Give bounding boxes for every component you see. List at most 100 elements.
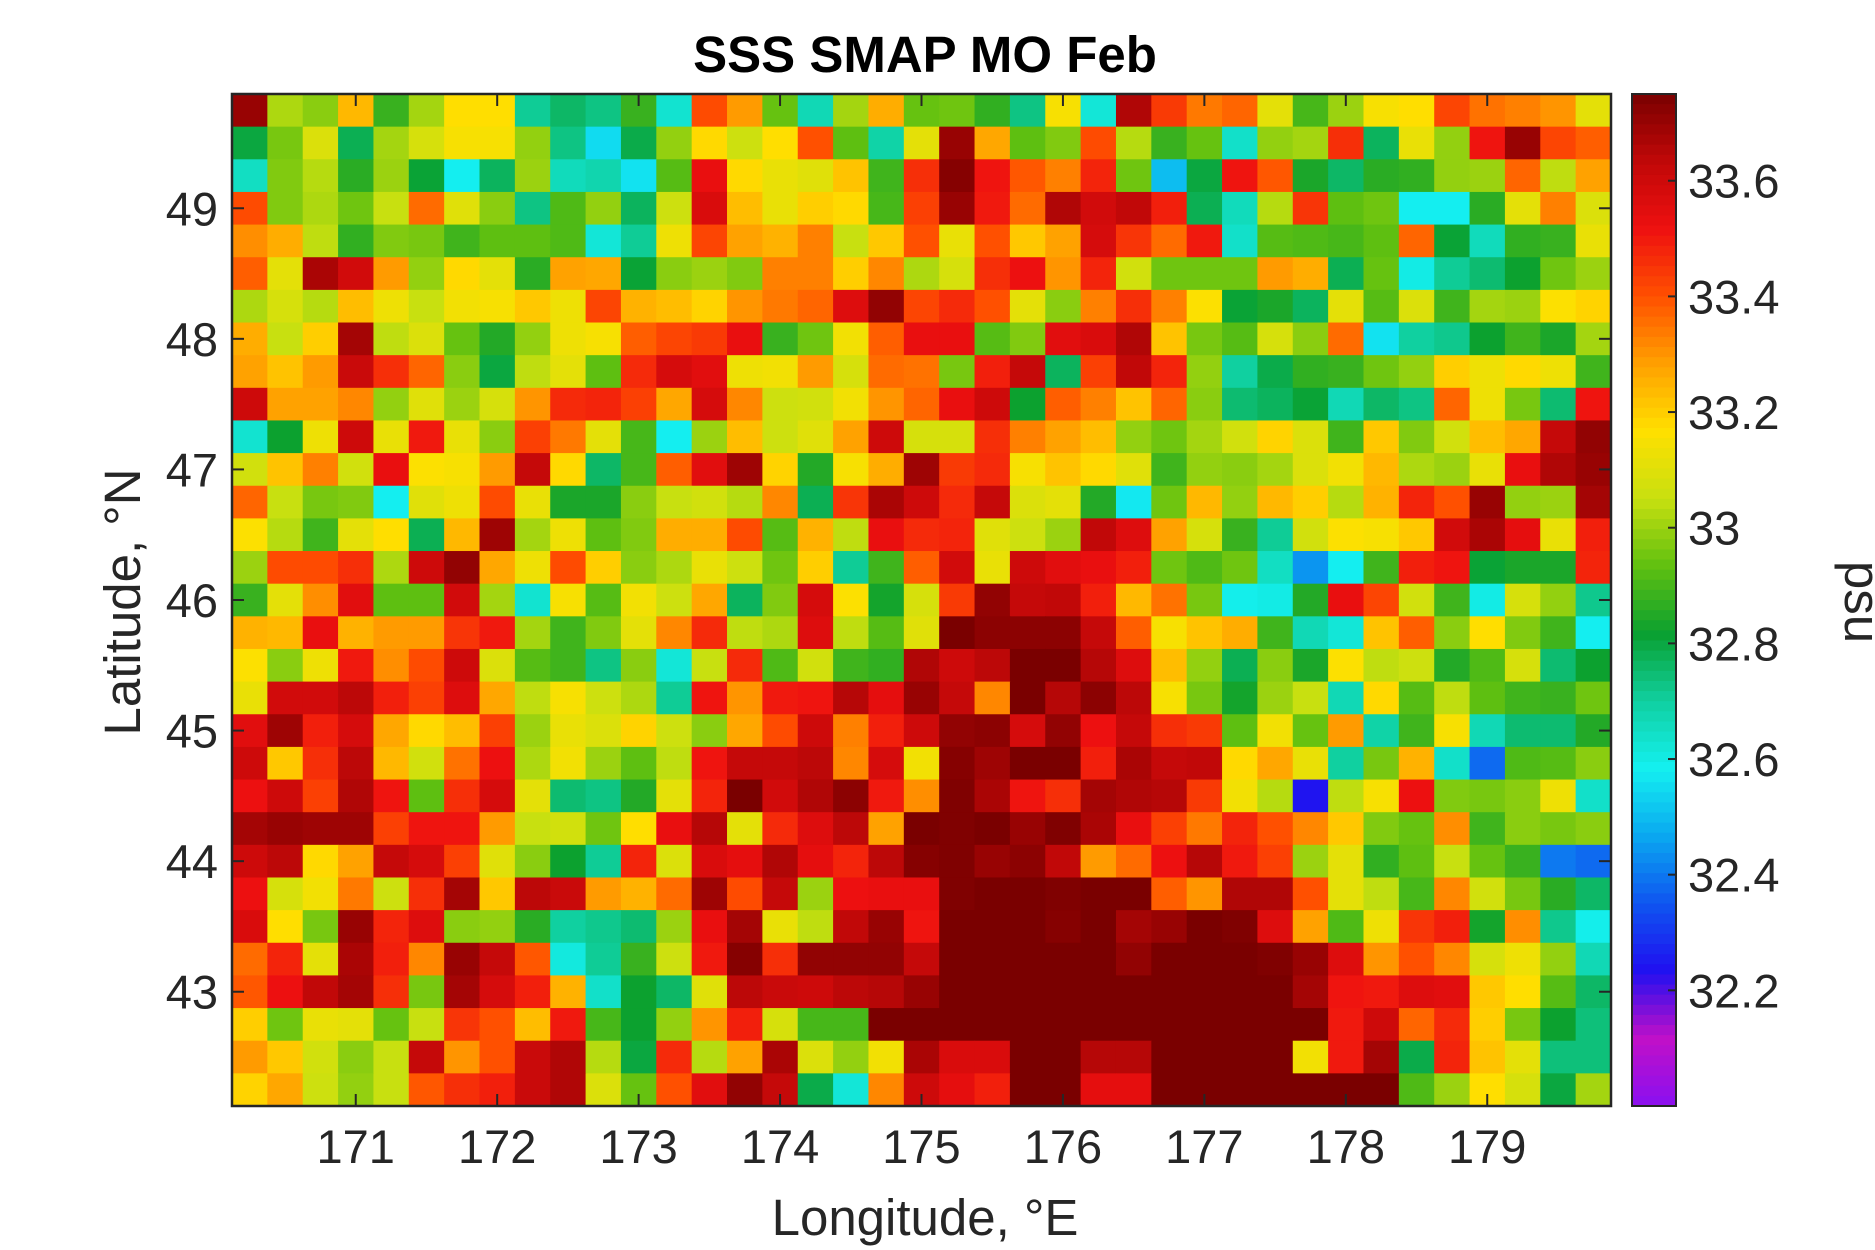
- heatmap-cell: [868, 387, 905, 422]
- heatmap-cell: [903, 714, 940, 748]
- heatmap-cell: [585, 681, 622, 715]
- heatmap-cell: [762, 126, 799, 160]
- heatmap-cell: [833, 126, 870, 160]
- colorbar-segment: [1632, 731, 1676, 743]
- colorbar-segment: [1632, 488, 1676, 500]
- heatmap-cell: [267, 224, 304, 258]
- heatmap-cell: [1080, 94, 1117, 128]
- colorbar-segment: [1632, 1055, 1676, 1067]
- x-tick-label: 174: [741, 1120, 819, 1173]
- heatmap-cell: [1115, 191, 1152, 226]
- heatmap-cell: [1504, 257, 1541, 291]
- heatmap-cell: [868, 453, 905, 487]
- heatmap-cell: [514, 485, 551, 519]
- heatmap-cell: [373, 975, 410, 1009]
- heatmap-cell: [408, 648, 445, 683]
- colorbar-segment: [1632, 529, 1676, 540]
- heatmap-cell: [373, 1040, 410, 1074]
- heatmap-cell: [939, 191, 976, 226]
- heatmap-cell: [585, 94, 622, 128]
- heatmap-cell: [1434, 551, 1471, 585]
- heatmap-cell: [1257, 812, 1294, 846]
- heatmap-cell: [1080, 518, 1117, 552]
- heatmap-cell: [1363, 779, 1400, 813]
- colorbar-segment: [1632, 751, 1676, 763]
- heatmap-cell: [1257, 746, 1294, 781]
- colorbar-segment: [1632, 468, 1676, 480]
- heatmap-cell: [479, 812, 516, 846]
- heatmap-cell: [1080, 485, 1117, 519]
- heatmap-cell: [1363, 975, 1400, 1009]
- heatmap-cell: [1151, 159, 1188, 193]
- heatmap-cell: [1434, 714, 1471, 748]
- heatmap-cell: [1151, 453, 1188, 487]
- heatmap-cell: [1186, 877, 1223, 911]
- heatmap-cell: [267, 126, 304, 160]
- heatmap-cell: [974, 387, 1011, 422]
- heatmap-cell: [1186, 518, 1223, 552]
- heatmap-cell: [1009, 583, 1046, 617]
- heatmap-cell: [1009, 387, 1046, 422]
- colorbar-tick-label: 32.4: [1688, 849, 1779, 902]
- heatmap-cell: [656, 191, 693, 226]
- colorbar-segment: [1632, 458, 1676, 470]
- heatmap-cell: [1186, 975, 1223, 1009]
- heatmap-cell: [1504, 191, 1541, 226]
- heatmap-cell: [1434, 942, 1471, 977]
- heatmap-cell: [903, 159, 940, 193]
- colorbar-segment: [1632, 954, 1676, 965]
- colorbar-segment: [1632, 316, 1676, 328]
- heatmap-cell: [1540, 975, 1577, 1009]
- heatmap-cell: [1151, 387, 1188, 422]
- heatmap-cell: [1328, 355, 1365, 389]
- heatmap-cell: [1575, 877, 1612, 911]
- heatmap-cell: [1115, 616, 1152, 650]
- heatmap-cell: [868, 1073, 905, 1107]
- heatmap-cell: [1222, 518, 1259, 552]
- heatmap-cell: [1045, 159, 1082, 193]
- heatmap-cell: [1540, 1040, 1577, 1074]
- heatmap-cell: [1222, 746, 1259, 781]
- colorbar-segment: [1632, 802, 1676, 814]
- heatmap-cell: [1045, 583, 1082, 617]
- heatmap-cell: [514, 714, 551, 748]
- heatmap-cell: [1504, 224, 1541, 258]
- heatmap-cell: [479, 1040, 516, 1074]
- heatmap-cell: [1151, 681, 1188, 715]
- heatmap-cell: [1115, 844, 1152, 879]
- heatmap-cell: [373, 714, 410, 748]
- heatmap-cell: [1186, 485, 1223, 519]
- heatmap-cell: [232, 616, 268, 650]
- heatmap-cell: [1575, 1040, 1612, 1074]
- heatmap-cell: [1257, 322, 1294, 356]
- heatmap-cell: [762, 714, 799, 748]
- heatmap-cell: [939, 583, 976, 617]
- heatmap-cell: [338, 714, 375, 748]
- heatmap-cell: [1292, 844, 1329, 879]
- heatmap-cell: [373, 257, 410, 291]
- colorbar-tick-label: 32.8: [1688, 617, 1779, 670]
- heatmap-cell: [338, 844, 375, 879]
- heatmap-cell: [373, 583, 410, 617]
- heatmap-cell: [620, 518, 657, 552]
- heatmap-cell: [727, 975, 763, 1009]
- heatmap-cell: [1575, 812, 1612, 846]
- heatmap-cell: [267, 714, 304, 748]
- heatmap-cell: [1328, 910, 1365, 944]
- heatmap-cell: [974, 159, 1011, 193]
- heatmap-cell: [1398, 126, 1435, 160]
- heatmap-cell: [1257, 779, 1294, 813]
- colorbar-segment: [1632, 579, 1676, 591]
- colorbar-segment: [1632, 215, 1676, 227]
- heatmap-cell: [1363, 648, 1400, 683]
- heatmap-cell: [479, 518, 516, 552]
- colorbar-segment: [1632, 367, 1676, 378]
- heatmap-cell: [514, 257, 551, 291]
- heatmap-cell: [444, 518, 481, 552]
- heatmap-cell: [797, 257, 834, 291]
- heatmap-cell: [1540, 746, 1577, 781]
- heatmap-cell: [1115, 910, 1152, 944]
- heatmap-cell: [1080, 1073, 1117, 1107]
- heatmap-cell: [656, 159, 693, 193]
- heatmap-cell: [338, 257, 375, 291]
